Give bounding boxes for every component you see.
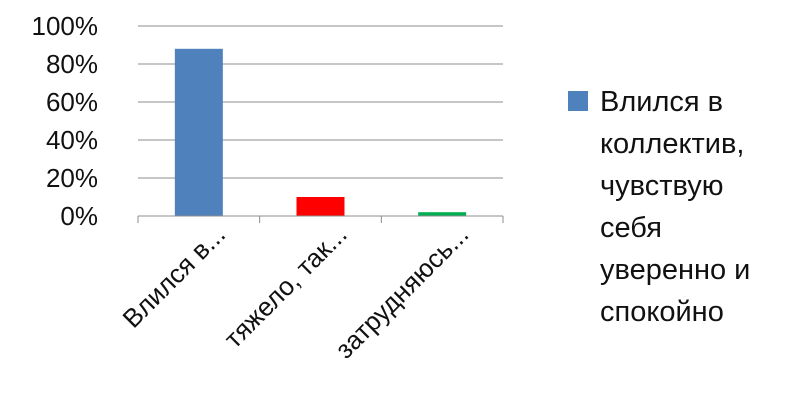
x-axis: Влился в...тяжело, так...затрудняюсь... bbox=[117, 215, 504, 364]
category-label: тяжело, так... bbox=[218, 219, 353, 354]
legend-label: себя bbox=[600, 212, 662, 244]
y-tick-label: 80% bbox=[46, 49, 98, 79]
legend: Влился в коллектив, чувствую себя уверенно и… bbox=[568, 86, 750, 328]
y-tick-label: 40% bbox=[46, 125, 98, 155]
bar bbox=[174, 48, 223, 216]
y-tick-label: 0% bbox=[60, 201, 98, 231]
legend-label: уверенно и bbox=[600, 254, 750, 286]
bars bbox=[174, 48, 467, 216]
legend-label: Влился в bbox=[600, 86, 723, 118]
y-tick-label: 100% bbox=[32, 11, 99, 41]
y-tick-label: 60% bbox=[46, 87, 98, 117]
bar bbox=[296, 197, 345, 216]
y-axis: 0% 20% 40% 60% 80% 100% bbox=[32, 11, 99, 231]
legend-label: спокойно bbox=[600, 296, 724, 328]
bar bbox=[418, 212, 467, 216]
legend-label: чувствую bbox=[600, 170, 724, 202]
legend-swatch bbox=[568, 91, 588, 111]
legend-label: коллектив, bbox=[600, 128, 744, 160]
category-label: Влился в... bbox=[117, 219, 232, 334]
y-tick-label: 20% bbox=[46, 163, 98, 193]
